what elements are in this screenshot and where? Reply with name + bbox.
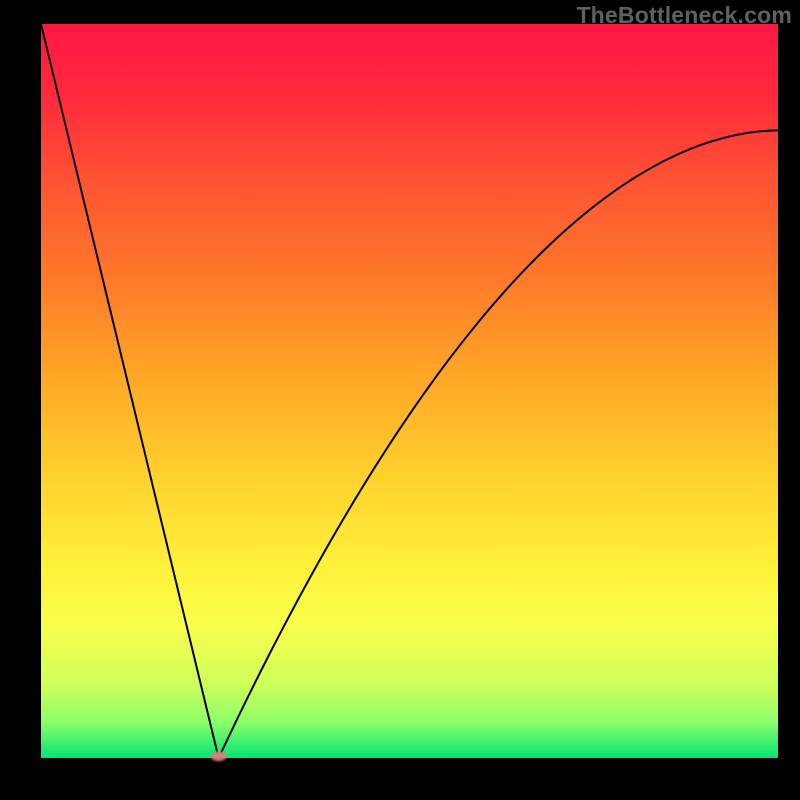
- optimal-point-marker: [211, 751, 227, 761]
- bottleneck-chart: [0, 0, 800, 800]
- watermark-text: TheBottleneck.com: [576, 2, 792, 29]
- gradient-background: [41, 24, 778, 758]
